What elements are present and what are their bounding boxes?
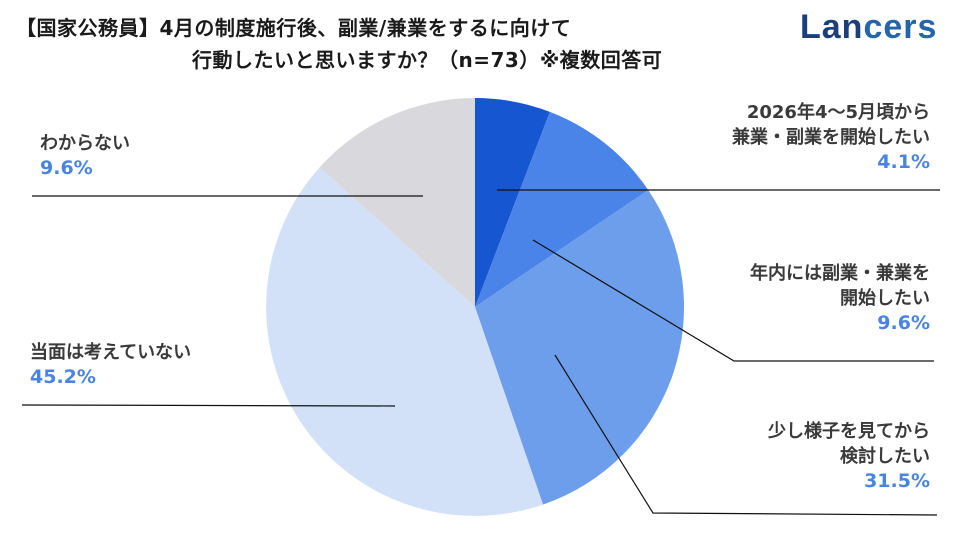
logo-text-tail: cers [863,8,938,46]
slice-not-considering [266,167,543,516]
lancers-logo: Lancers [800,8,937,47]
label-text: 開始したい [840,288,930,309]
slice-start-apr-may-2026 [475,98,550,307]
leader-line-2 [554,354,938,516]
logo-text-head: Lan [800,8,864,46]
label-percent: 31.5% [864,470,930,492]
slice-wait-and-see [475,190,685,505]
label-percent: 9.6% [877,312,930,334]
slice-label-unknown: わからない 9.6% [40,131,130,181]
label-text: 年内には副業・兼業を [750,263,930,284]
label-text: 兼業・副業を開始したい [732,127,930,148]
label-percent: 4.1% [877,151,930,173]
label-percent: 9.6% [40,157,93,179]
leader-line-3 [21,404,396,407]
leader-lines [21,189,940,516]
chart-title-line-1: 【国家公務員】4月の制度施行後、副業/兼業をするに向けて [16,16,572,40]
label-text: 少し様子を見てから [768,421,930,442]
slice-unknown [319,98,475,307]
label-text: 当面は考えていない [30,342,192,363]
slice-start-within-year [475,111,649,308]
leader-line-1 [532,239,934,362]
slice-label-start-within-year: 年内には副業・兼業を 開始したい 9.6% [750,261,930,336]
pie-slices [266,98,685,516]
label-percent: 45.2% [30,366,96,388]
label-text: 検討したい [840,446,930,467]
label-text: 2026年4〜5月頃から [746,102,930,123]
slice-label-wait-and-see: 少し様子を見てから 検討したい 31.5% [768,419,930,494]
label-text: わからない [40,133,130,154]
slice-label-not-considering: 当面は考えていない 45.2% [30,340,191,390]
chart-title-line-2: 行動したいと思いますか？（n=73）※複数回答可 [192,48,663,72]
slice-label-start-apr-may-2026: 2026年4〜5月頃から 兼業・副業を開始したい 4.1% [732,100,930,175]
